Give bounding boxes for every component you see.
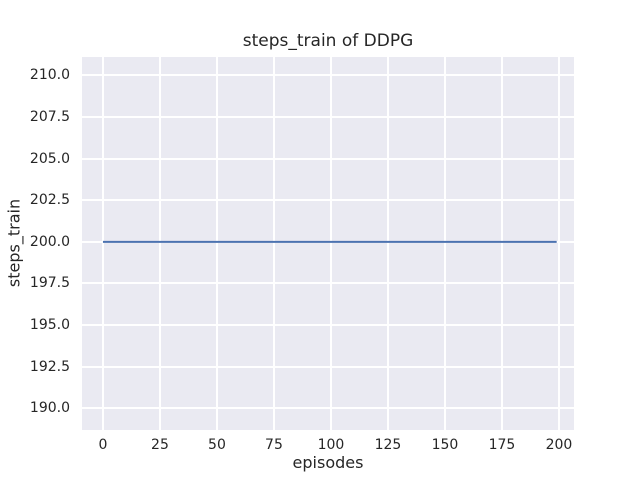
horizontal-gridline	[82, 282, 574, 285]
chart-title: steps_train of DDPG	[242, 31, 414, 51]
y-tick-label: 210.0	[29, 67, 70, 84]
y-tick-label: 195.0	[29, 317, 70, 334]
x-tick-label: 75	[265, 437, 283, 453]
x-tick-label: 100	[317, 437, 345, 453]
horizontal-gridline	[82, 157, 574, 160]
vertical-gridline	[557, 57, 560, 430]
vertical-gridline	[500, 57, 503, 430]
vertical-gridline	[272, 57, 275, 430]
y-tick-label: 197.5	[29, 275, 70, 292]
x-tick-label: 50	[208, 437, 226, 453]
x-tick-label: 125	[374, 437, 402, 453]
y-tick-label: 190.0	[29, 400, 70, 417]
y-tick-label: 207.5	[29, 108, 70, 125]
horizontal-gridline	[82, 365, 574, 368]
vertical-gridline	[443, 57, 446, 430]
y-tick-label: 205.0	[29, 150, 70, 167]
vertical-gridline	[386, 57, 389, 430]
series-layer	[102, 240, 557, 243]
horizontal-gridline	[82, 199, 574, 202]
y-tick-label: 192.5	[29, 358, 70, 375]
x-tick-label: 25	[151, 437, 169, 453]
vertical-gridline	[101, 57, 104, 430]
vertical-gridline	[215, 57, 218, 430]
x-tick-label: 200	[545, 437, 573, 453]
x-axis-label: episodes	[292, 453, 364, 472]
horizontal-gridline	[82, 324, 574, 327]
vertical-gridline	[329, 57, 332, 430]
horizontal-gridline	[82, 407, 574, 410]
x-tick-label: 175	[488, 437, 516, 453]
horizontal-gridline	[82, 74, 574, 77]
y-tick-label: 202.5	[29, 192, 70, 209]
plot-area	[82, 57, 574, 430]
y-tick-label: 200.0	[29, 233, 70, 250]
x-tick-label: 0	[98, 437, 108, 453]
vertical-gridline	[158, 57, 161, 430]
horizontal-gridline	[82, 115, 574, 118]
x-tick-label: 150	[431, 437, 459, 453]
